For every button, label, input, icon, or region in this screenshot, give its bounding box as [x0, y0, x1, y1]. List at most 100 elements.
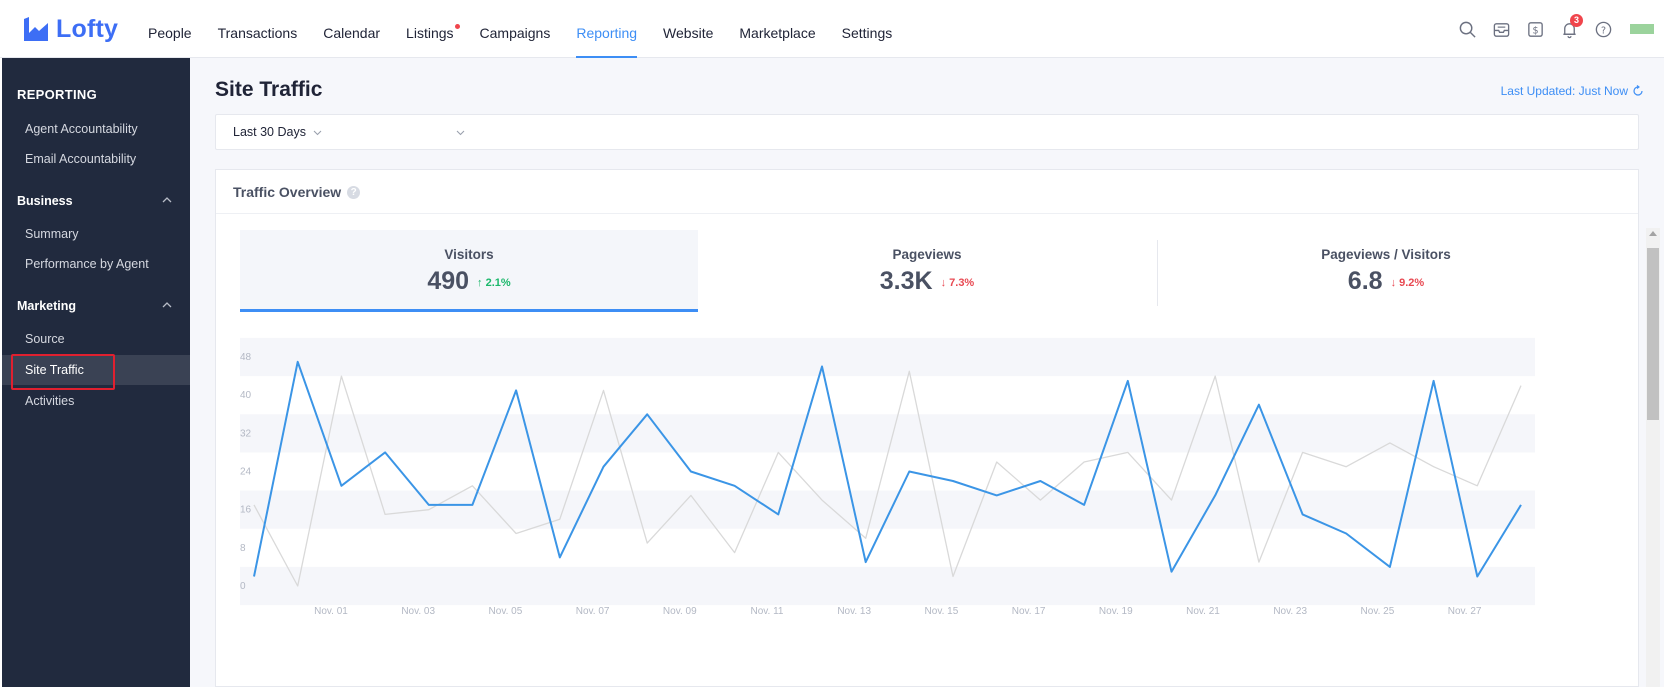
chevron-up-icon	[162, 302, 172, 308]
kpi-value-row: 490 ↑ 2.1%	[240, 267, 698, 296]
sidebar-item-source[interactable]: Source	[25, 332, 65, 346]
grid-band	[240, 414, 1535, 453]
kpi-change-down: ↓ 9.2%	[1391, 277, 1425, 289]
nav-item-website[interactable]: Website	[663, 0, 713, 58]
nav-item-listings[interactable]: Listings	[406, 0, 460, 58]
last-updated-refresh[interactable]: Last Updated: Just Now	[1501, 84, 1644, 98]
scrollbar-thumb[interactable]	[1647, 248, 1659, 420]
kpi-tab-visitors[interactable]: Visitors 490 ↑ 2.1%	[240, 230, 698, 312]
x-tick-label: Nov. 27	[1448, 606, 1482, 617]
scroll-up-arrow[interactable]	[1649, 231, 1657, 236]
kpi-value: 490	[427, 267, 470, 295]
nav-item-label: Campaigns	[479, 25, 551, 41]
card-header: Traffic Overview ?	[216, 170, 1638, 214]
nav-item-transactions[interactable]: Transactions	[218, 0, 298, 58]
sidebar-group-label: Business	[17, 194, 73, 208]
kpi-change-value: 9.2%	[1399, 277, 1425, 289]
sidebar-title: REPORTING	[17, 87, 97, 102]
nav-item-label: People	[148, 25, 192, 41]
kpi-change-value: 7.3%	[949, 277, 975, 289]
sidebar-item-email-accountability[interactable]: Email Accountability	[25, 152, 137, 166]
kpi-value: 3.3K	[879, 267, 933, 295]
help-icon[interactable]: ?	[347, 185, 361, 199]
series-line-current	[253, 360, 1522, 578]
svg-text:$: $	[1532, 25, 1538, 36]
nav-new-dot	[454, 24, 460, 29]
x-tick-label: Nov. 13	[837, 606, 871, 617]
chevron-down-icon	[313, 130, 322, 135]
chevron-up-icon	[162, 197, 172, 203]
nav-item-marketplace[interactable]: Marketplace	[739, 0, 815, 58]
kpi-tab-pageviews[interactable]: Pageviews 3.3K ↓ 7.3%	[698, 230, 1156, 312]
x-tick-label: Nov. 17	[1012, 606, 1046, 617]
refresh-icon	[1633, 85, 1643, 96]
help-icon[interactable]: ?	[1592, 18, 1614, 40]
date-range-select[interactable]: Last 30 Days	[233, 115, 323, 149]
sidebar-item-performance-by-agent[interactable]: Performance by Agent	[25, 257, 149, 271]
card-title-text: Traffic Overview	[233, 184, 342, 200]
x-tick-label: Nov. 05	[489, 606, 523, 617]
main-nav: People Transactions Calendar Listings Campai…	[135, 0, 905, 58]
scrollbar[interactable]	[1646, 228, 1660, 687]
kpi-change-down: ↓ 7.3%	[941, 277, 975, 289]
nav-item-label: Settings	[841, 25, 893, 41]
avatar[interactable]	[1630, 24, 1654, 34]
y-tick-label: 16	[240, 505, 252, 516]
sidebar-item-agent-accountability[interactable]: Agent Accountability	[25, 122, 138, 136]
chevron-down-icon	[456, 130, 465, 136]
x-tick-label: Nov. 21	[1186, 606, 1220, 617]
traffic-chart: 0 8 16 24 32 40 48 Nov. 01 Nov. 03 Nov. 05 Nov. 07…	[216, 330, 1640, 660]
x-tick-label: Nov. 03	[401, 606, 435, 617]
x-tick-label: Nov. 15	[925, 606, 959, 617]
bell-icon[interactable]: 3	[1558, 14, 1583, 40]
traffic-overview-card: Traffic Overview ? Visitors 490 ↑ 2.1% P…	[215, 169, 1639, 687]
y-tick-label: 24	[240, 467, 252, 478]
x-tick-label: Nov. 01	[314, 606, 348, 617]
kpi-divider	[1157, 240, 1158, 306]
filter-bar: Last 30 Days	[215, 114, 1639, 150]
x-tick-label: Nov. 09	[663, 606, 697, 617]
lofty-logo-icon	[24, 17, 48, 41]
main-content: Site Traffic Last Updated: Just Now Last…	[190, 58, 1664, 687]
kpi-tabs: Visitors 490 ↑ 2.1% Pageviews 3.3K ↓ 7.3…	[240, 230, 1615, 312]
notification-badge: 3	[1570, 14, 1583, 27]
kpi-value-row: 6.8 ↓ 9.2%	[1157, 267, 1615, 296]
page-title: Site Traffic	[215, 78, 323, 101]
kpi-tab-pageviews-per-visitor[interactable]: Pageviews / Visitors 6.8 ↓ 9.2%	[1157, 230, 1615, 312]
nav-item-calendar[interactable]: Calendar	[323, 0, 380, 58]
sidebar-group-marketing[interactable]: Marketing	[2, 294, 190, 318]
x-tick-label: Nov. 25	[1361, 606, 1395, 617]
nav-item-people[interactable]: People	[148, 0, 192, 58]
grid-band	[240, 490, 1535, 529]
dollar-icon[interactable]: $	[1524, 18, 1546, 40]
kpi-value-row: 3.3K ↓ 7.3%	[698, 267, 1156, 296]
sidebar-group-business[interactable]: Business	[2, 189, 190, 213]
last-updated-text: Last Updated: Just Now	[1500, 84, 1628, 98]
nav-item-settings[interactable]: Settings	[842, 0, 893, 58]
nav-item-campaigns[interactable]: Campaigns	[480, 0, 551, 58]
date-range-value: Last 30 Days	[233, 125, 306, 139]
secondary-filter-select[interactable]	[346, 115, 466, 149]
y-tick-label: 8	[240, 543, 246, 554]
sidebar-item-activities[interactable]: Activities	[25, 394, 75, 408]
nav-item-label: Calendar	[323, 25, 381, 41]
kpi-change-up: ↑ 2.1%	[477, 277, 511, 289]
nav-item-label: Reporting	[576, 25, 638, 41]
inbox-icon[interactable]	[1490, 18, 1512, 40]
x-tick-label: Nov. 19	[1099, 606, 1133, 617]
series-line-previous	[253, 370, 1522, 587]
sidebar-item-site-traffic[interactable]: Site Traffic	[2, 354, 190, 390]
y-tick-label: 0	[240, 581, 246, 592]
nav-item-label: Listings	[406, 25, 454, 41]
arrow-down-icon: ↓	[940, 277, 950, 289]
sidebar-item-summary[interactable]: Summary	[25, 227, 79, 241]
nav-item-label: Marketplace	[739, 25, 816, 41]
lofty-logo[interactable]: Lofty	[22, 14, 118, 44]
kpi-label: Visitors	[444, 247, 494, 262]
search-icon[interactable]	[1456, 18, 1478, 40]
kpi-label: Pageviews	[892, 247, 962, 262]
kpi-label: Pageviews / Visitors	[1321, 247, 1451, 262]
nav-item-reporting[interactable]: Reporting	[576, 0, 637, 58]
y-tick-label: 48	[240, 352, 252, 363]
kpi-value: 6.8	[1347, 267, 1383, 295]
